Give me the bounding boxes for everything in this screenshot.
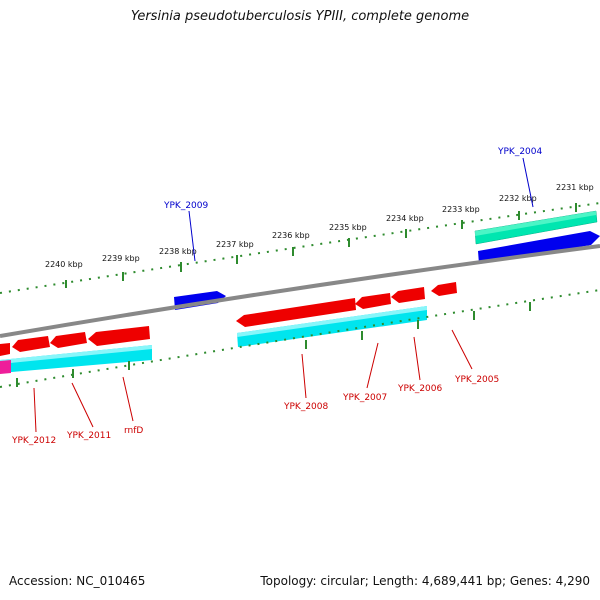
leader-ypk-2008 <box>301 353 307 399</box>
leader-ypk-2012 <box>33 387 37 433</box>
forward-gene-ypk-2004 <box>478 231 600 264</box>
reverse-cds-magenta <box>0 360 11 374</box>
reverse-cds-right-shade <box>237 306 427 337</box>
reverse-gene-ypk-2005 <box>431 282 457 296</box>
label-ypk-2006: YPK_2006 <box>397 384 443 394</box>
leader-ypk-2007 <box>366 342 379 389</box>
genome-title: Yersinia pseudotuberculosis YPIII, compl… <box>130 9 470 24</box>
tick-label-2236: 2236 kbp <box>272 231 310 240</box>
label-ypk-2008: YPK_2008 <box>283 402 329 412</box>
leader-ypk-2004 <box>522 157 534 208</box>
tick-label-2238: 2238 kbp <box>159 247 197 256</box>
reverse-gene-a <box>50 332 87 348</box>
reverse-gene-ypk-2012 <box>0 343 10 356</box>
reverse-cds <box>0 306 427 374</box>
forward-features <box>174 210 600 310</box>
label-ypk-2009: YPK_2009 <box>163 201 209 211</box>
accession-text: Accession: NC_010465 <box>9 574 146 588</box>
reverse-cds-left-shade <box>0 345 152 364</box>
label-ypk-2004: YPK_2004 <box>497 147 543 157</box>
genome-summary-text: Topology: circular; Length: 4,689,441 bp… <box>260 574 590 588</box>
reverse-label-group: YPK_2012 YPK_2011 rnfD YPK_2008 YPK_2007… <box>11 329 499 446</box>
tick-label-2233: 2233 kbp <box>442 205 480 214</box>
forward-label-group: YPK_2009 YPK_2004 <box>163 147 543 262</box>
tick-label-2235: 2235 kbp <box>329 223 367 232</box>
label-ypk-2005: YPK_2005 <box>454 375 499 385</box>
leader-rnfd <box>122 376 134 422</box>
tick-label-2234: 2234 kbp <box>386 214 424 223</box>
tick-label-2239: 2239 kbp <box>102 254 140 263</box>
tick-label-2231: 2231 kbp <box>556 183 594 192</box>
reverse-gene-ypk-2006 <box>391 287 425 303</box>
label-ypk-2011: YPK_2011 <box>66 431 111 441</box>
genome-backbone <box>0 244 600 338</box>
tick-label-2232: 2232 kbp <box>499 194 537 203</box>
tick-label-2237: 2237 kbp <box>216 240 254 249</box>
outer-scale <box>0 202 600 294</box>
leader-ypk-2011 <box>71 382 94 428</box>
reverse-genes <box>0 282 457 356</box>
reverse-gene-ypk-2007 <box>355 293 391 309</box>
leader-ypk-2009 <box>188 210 196 262</box>
forward-cds-highlight <box>475 211 596 236</box>
label-rnfd: rnfD <box>124 426 143 436</box>
reverse-gene-rnfd <box>88 326 150 346</box>
reverse-gene-ypk-2011 <box>12 336 50 352</box>
leader-ypk-2006 <box>413 336 421 381</box>
inner-scale <box>0 289 600 388</box>
reverse-gene-ypk-2008 <box>236 298 356 327</box>
tick-label-2240: 2240 kbp <box>45 260 83 269</box>
leader-ypk-2005 <box>451 329 473 370</box>
inner-scale-line <box>0 289 600 388</box>
label-ypk-2007: YPK_2007 <box>342 393 387 403</box>
label-ypk-2012: YPK_2012 <box>11 436 56 446</box>
